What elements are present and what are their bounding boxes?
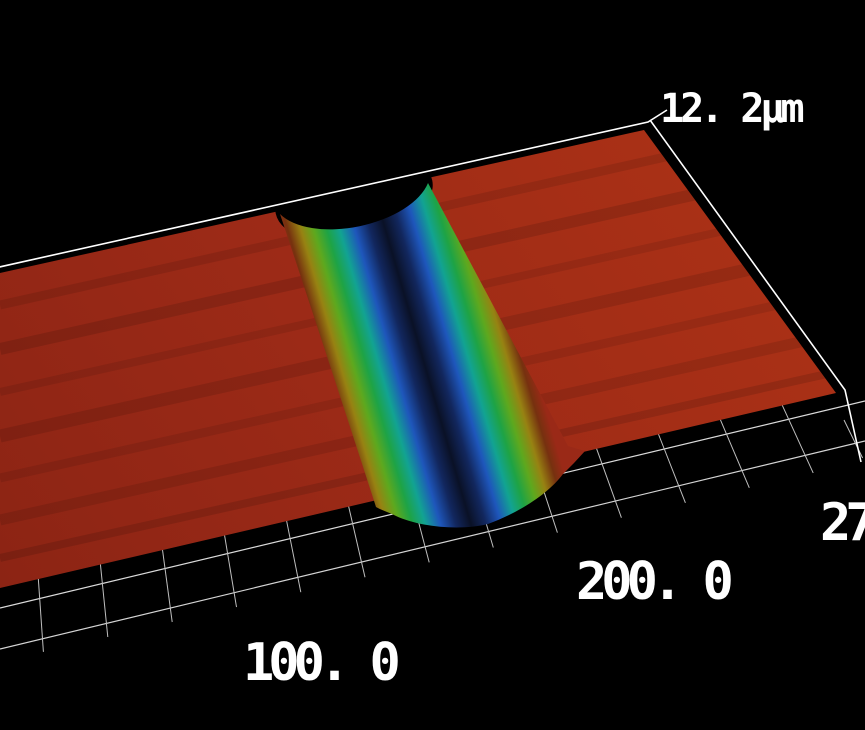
grid-depth-tick xyxy=(223,531,237,608)
grid-depth-tick xyxy=(719,418,750,488)
x-axis-tick-label-200: 200. 0 xyxy=(576,552,734,612)
grid-depth-tick xyxy=(595,446,622,518)
x-axis-tick-label-partial: 27 xyxy=(820,493,865,553)
groove-surface xyxy=(280,183,585,528)
grid-front-line-2 xyxy=(0,440,865,650)
box-right-edge-and-corner-pole xyxy=(649,119,862,463)
grid-depth-tick xyxy=(657,432,686,503)
grid-depth-tick xyxy=(781,404,814,474)
box-top-edge-and-z-axis xyxy=(0,109,668,268)
z-axis-max-label: 12. 2µm xyxy=(660,86,805,132)
x-axis-tick-label-100: 100. 0 xyxy=(243,633,401,693)
grid-depth-tick xyxy=(99,560,109,638)
grid-depth-tick xyxy=(37,574,44,652)
bounding-box-edges xyxy=(0,109,862,463)
grid-depth-tick xyxy=(161,546,173,623)
grid-depth-tick xyxy=(285,517,302,593)
grid-depth-tick xyxy=(347,503,366,578)
